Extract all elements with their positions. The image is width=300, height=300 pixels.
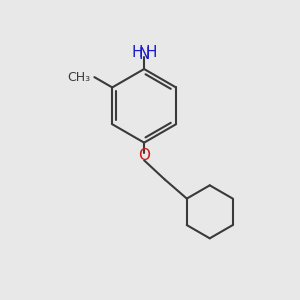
Text: N: N xyxy=(139,47,150,62)
Text: CH₃: CH₃ xyxy=(68,70,91,84)
Text: O: O xyxy=(138,148,150,164)
Text: H: H xyxy=(146,45,157,60)
Text: H: H xyxy=(132,45,143,60)
